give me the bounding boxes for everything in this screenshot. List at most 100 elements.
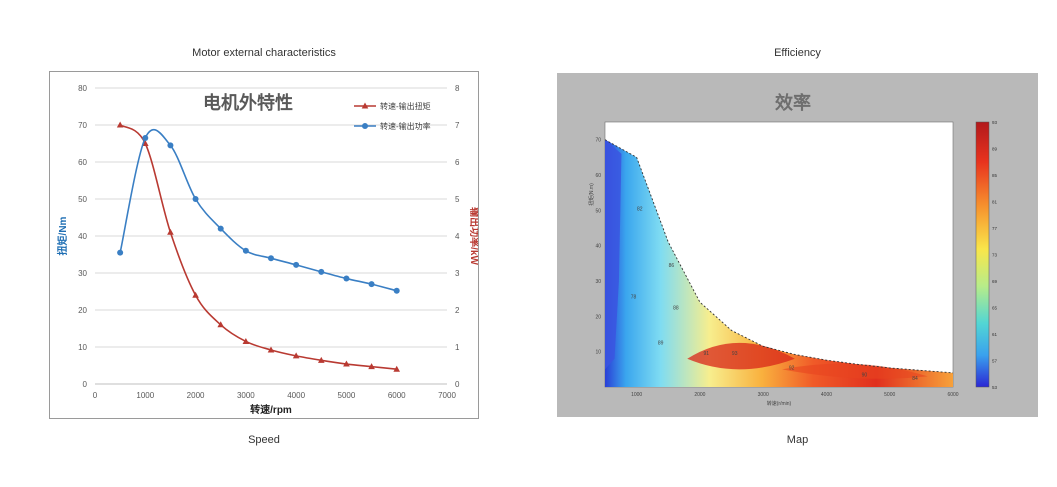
data-point-circle — [343, 275, 350, 282]
y-tick-label: 40 — [78, 232, 87, 241]
colorbar-tick-label: 77 — [992, 226, 998, 231]
contour-label: 86 — [669, 263, 675, 269]
contour-label: 92 — [789, 365, 795, 371]
colorbar-tick-label: 69 — [992, 279, 998, 284]
y2-tick-label: 6 — [455, 158, 460, 167]
y-tick-label: 50 — [595, 208, 601, 214]
y2-tick-label: 7 — [455, 121, 460, 130]
x-tick-label: 6000 — [947, 392, 958, 398]
data-point-triangle — [192, 291, 199, 298]
data-point-circle — [167, 142, 174, 149]
colorbar-tick-label: 81 — [992, 200, 998, 205]
right-caption-bottom: Map — [786, 434, 809, 446]
right-caption-top: Efficiency — [774, 47, 821, 59]
y-tick-label: 30 — [595, 279, 601, 285]
contour-label: 82 — [637, 206, 643, 212]
contour-label: 90 — [862, 372, 868, 378]
data-point-triangle — [267, 346, 275, 353]
efficiency-region — [605, 139, 953, 387]
y-tick-label: 0 — [83, 380, 88, 389]
data-point-circle — [393, 287, 400, 294]
colorbar-tick-label: 93 — [992, 120, 998, 125]
high-efficiency-zone — [687, 342, 795, 370]
y-tick-label: 10 — [78, 343, 87, 352]
chart-title: 电机外特性 — [203, 92, 293, 113]
legend-marker — [362, 123, 368, 129]
contour-label: 88 — [673, 305, 679, 311]
colorbar-tick-label: 89 — [992, 147, 998, 152]
x-tick-label: 2000 — [187, 391, 205, 400]
torque-envelope-line — [604, 139, 954, 374]
data-point-triangle — [217, 321, 225, 328]
series-line — [119, 128, 397, 292]
x-tick-label: 3000 — [758, 392, 769, 398]
data-point-triangle — [368, 363, 375, 370]
y-axis-label: 扭矩/Nm — [56, 216, 69, 255]
data-point-triangle — [292, 352, 300, 359]
x-tick-label: 2000 — [694, 392, 705, 398]
data-point-circle — [192, 196, 199, 202]
x-tick-label: 1000 — [631, 392, 642, 398]
data-point-triangle — [116, 121, 124, 128]
y-tick-label: 60 — [595, 173, 601, 179]
data-point-triangle — [242, 337, 250, 344]
y-tick-label: 40 — [595, 244, 601, 250]
contour-label: 91 — [703, 351, 709, 357]
contour-label: 78 — [631, 295, 637, 301]
x-tick-label: 4000 — [287, 391, 305, 400]
y2-axis-label: 输出功率/kW — [468, 207, 478, 265]
chart-title: 效率 — [775, 92, 811, 113]
x-axis-label: 转速(r/min) — [767, 400, 792, 407]
data-point-triangle — [167, 228, 174, 235]
y2-tick-label: 2 — [455, 306, 460, 315]
data-point-circle — [142, 134, 149, 141]
data-point-circle — [268, 255, 274, 262]
y2-tick-label: 8 — [455, 84, 460, 93]
contour-label: 84 — [912, 376, 918, 382]
efficiency-map-chart: 82 86 88 89 91 93 92 90 84 78 1000 2000 3000 4000 5000… — [557, 73, 1038, 417]
x-tick-label: 4000 — [821, 392, 832, 398]
y-tick-label: 80 — [78, 84, 87, 93]
high-efficiency-zone — [782, 363, 928, 379]
y2-tick-label: 0 — [455, 380, 460, 389]
motor-characteristics-chart: 0 10 20 30 40 50 60 70 80 0 1 2 3 4 5 6 7 8 0 1000 2000 3000 4… — [49, 71, 481, 419]
data-point-circle — [318, 268, 325, 275]
colorbar-tick-label: 53 — [992, 385, 998, 390]
y2-tick-label: 5 — [455, 195, 460, 204]
y-tick-label: 50 — [78, 195, 87, 204]
low-efficiency-zone — [605, 139, 622, 370]
legend-label: 转速-输出扭矩 — [380, 101, 431, 111]
data-point-circle — [217, 225, 224, 232]
data-point-circle — [117, 249, 124, 256]
data-point-triangle — [393, 365, 401, 372]
x-tick-label: 5000 — [338, 391, 356, 400]
contour-label: 89 — [658, 341, 664, 347]
y2-tick-label: 4 — [455, 232, 460, 241]
contour-label: 93 — [732, 351, 738, 357]
colorbar-tick-label: 61 — [992, 332, 998, 337]
data-point-circle — [242, 247, 249, 254]
y2-tick-label: 3 — [455, 269, 460, 278]
data-point-triangle — [317, 356, 325, 363]
colorbar-tick-label: 65 — [992, 306, 998, 311]
efficiency-map-svg: 82 86 88 89 91 93 92 90 84 78 1000 2000 3000 4000 5000… — [588, 92, 998, 407]
y-tick-label: 70 — [595, 138, 601, 144]
x-tick-label: 1000 — [136, 391, 154, 400]
colorbar-tick-label: 73 — [992, 253, 998, 258]
data-point-circle — [293, 261, 300, 268]
left-caption-top: Motor external characteristics — [192, 47, 336, 59]
y-tick-label: 10 — [595, 350, 601, 356]
y-tick-label: 60 — [78, 158, 87, 167]
data-point-circle — [368, 281, 375, 288]
x-tick-label: 5000 — [884, 392, 895, 398]
y2-tick-label: 1 — [455, 343, 460, 352]
x-tick-label: 0 — [93, 391, 98, 400]
colorbar-tick-label: 85 — [992, 173, 998, 178]
left-caption-bottom: Speed — [248, 434, 280, 446]
data-point-triangle — [343, 360, 350, 367]
y-tick-label: 20 — [595, 314, 601, 320]
colorbar — [975, 121, 990, 388]
legend-label: 转速-输出功率 — [380, 121, 431, 131]
legend-marker — [361, 102, 369, 109]
x-axis-label: 转速/rpm — [250, 403, 292, 416]
